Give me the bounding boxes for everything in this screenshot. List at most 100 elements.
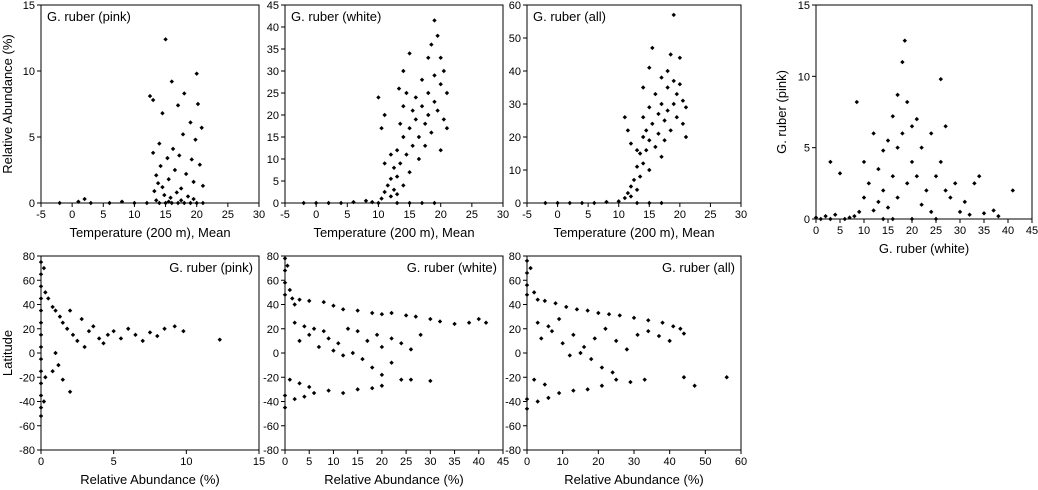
data-point bbox=[909, 216, 915, 222]
data-point bbox=[524, 258, 530, 264]
y-tick-label: 5 bbox=[273, 176, 279, 188]
data-point bbox=[292, 320, 297, 325]
data-point bbox=[38, 308, 44, 313]
data-point bbox=[118, 336, 124, 341]
data-point bbox=[404, 90, 409, 96]
data-point bbox=[555, 200, 560, 206]
data-point bbox=[933, 216, 939, 222]
x-axis-label: Temperature (200 m), Mean bbox=[313, 225, 474, 240]
y-tick-label: 40 bbox=[23, 300, 35, 312]
data-point bbox=[389, 336, 394, 341]
data-point bbox=[646, 328, 651, 334]
data-point bbox=[437, 319, 443, 324]
y-tick-label: 20 bbox=[509, 324, 521, 336]
data-point bbox=[194, 200, 199, 206]
data-point bbox=[628, 194, 634, 199]
data-point bbox=[191, 196, 196, 202]
data-point bbox=[57, 200, 62, 206]
data-point bbox=[668, 52, 673, 57]
data-point bbox=[659, 75, 664, 80]
data-point bbox=[416, 134, 422, 140]
y-tick-label: 0 bbox=[804, 214, 810, 226]
data-point bbox=[133, 332, 138, 338]
data-point bbox=[41, 265, 47, 271]
data-point bbox=[589, 356, 594, 362]
data-point bbox=[1010, 188, 1015, 193]
data-point bbox=[282, 280, 288, 285]
data-point bbox=[391, 165, 397, 170]
data-point bbox=[388, 176, 394, 181]
data-point bbox=[285, 263, 290, 268]
data-point bbox=[162, 192, 167, 198]
x-tick-label: 20 bbox=[674, 209, 686, 221]
data-point bbox=[909, 159, 915, 165]
data-point bbox=[282, 268, 288, 273]
y-tick-label: 30 bbox=[509, 99, 521, 111]
data-point bbox=[546, 324, 551, 329]
data-point bbox=[197, 162, 203, 167]
data-point bbox=[38, 271, 44, 277]
data-point bbox=[671, 78, 676, 84]
data-point bbox=[88, 200, 94, 206]
data-point bbox=[890, 216, 895, 222]
x-axis-label: Relative Abundance (%) bbox=[80, 472, 219, 487]
x-tick-label: 20 bbox=[191, 209, 203, 221]
data-point bbox=[542, 382, 548, 387]
data-point bbox=[640, 134, 646, 140]
data-point bbox=[172, 324, 177, 329]
y-tick-label: 20 bbox=[509, 132, 521, 144]
data-point bbox=[302, 324, 307, 329]
data-point bbox=[119, 199, 125, 204]
data-point bbox=[953, 181, 958, 186]
x-tick-label: 35 bbox=[448, 456, 460, 468]
data-point bbox=[302, 394, 307, 399]
y-axis-label: Relative Abundance (%) bbox=[0, 34, 15, 173]
data-point bbox=[900, 59, 905, 65]
data-point bbox=[56, 362, 61, 368]
data-point bbox=[331, 348, 336, 353]
data-point bbox=[363, 198, 369, 203]
data-point bbox=[379, 372, 385, 378]
data-point bbox=[160, 111, 165, 116]
data-point bbox=[38, 332, 44, 338]
plot-frame bbox=[284, 255, 504, 451]
data-point bbox=[166, 177, 171, 182]
data-point bbox=[924, 188, 929, 193]
panel-lat-pink: 0 5 10 15 -80 -60 -40 -20 0 20 40 60 80 G. ruber (pin… bbox=[0, 251, 265, 487]
data-point bbox=[637, 151, 643, 156]
data-point bbox=[407, 126, 412, 131]
x-axis-label: Temperature (200 m), Mean bbox=[69, 225, 230, 240]
data-point bbox=[91, 324, 96, 329]
y-tick-label: 40 bbox=[267, 22, 279, 34]
data-point bbox=[169, 79, 174, 84]
data-point bbox=[426, 55, 431, 60]
x-tick-label: 40 bbox=[1002, 225, 1014, 237]
x-tick-label: 45 bbox=[497, 456, 509, 468]
y-tick-label: 20 bbox=[267, 324, 279, 336]
data-point bbox=[144, 200, 150, 206]
data-point bbox=[101, 341, 106, 346]
data-point bbox=[401, 104, 406, 109]
data-point bbox=[200, 200, 206, 206]
data-point bbox=[398, 121, 403, 126]
data-point bbox=[571, 332, 576, 338]
data-point bbox=[168, 195, 173, 200]
data-point bbox=[881, 188, 886, 193]
data-point bbox=[407, 51, 412, 56]
data-point bbox=[543, 200, 548, 206]
data-point bbox=[631, 315, 637, 321]
y-tick-label: -60 bbox=[263, 421, 279, 433]
data-point bbox=[370, 365, 375, 370]
data-point bbox=[178, 198, 184, 203]
y-tick-label: 80 bbox=[267, 251, 279, 263]
x-tick-label: 15 bbox=[352, 456, 364, 468]
x-tick-label: 5 bbox=[837, 225, 843, 237]
x-axis-label: Relative Abundance (%) bbox=[324, 472, 463, 487]
plot-frame bbox=[40, 255, 260, 451]
data-point bbox=[311, 390, 317, 396]
panel-title: G. ruber (all) bbox=[662, 260, 735, 275]
data-point bbox=[38, 296, 44, 301]
x-tick-label: 0 bbox=[38, 456, 44, 468]
panel-lat-white: 0 5 10 15 20 25 30 35 40 45 -80 -60 -40 -20 0 20 40 60 80 G… bbox=[263, 251, 509, 487]
y-tick-label: 25 bbox=[267, 88, 279, 100]
